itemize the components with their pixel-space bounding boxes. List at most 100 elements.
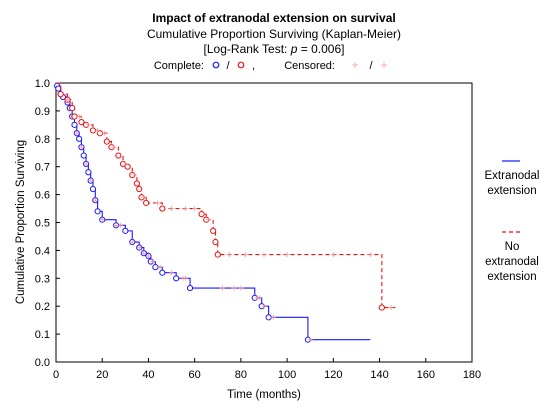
- censored-marker: [118, 222, 124, 228]
- censored-marker: [95, 127, 101, 133]
- x-tick-label: 180: [463, 369, 481, 381]
- event-marker: [133, 180, 140, 187]
- event-marker: [136, 185, 143, 193]
- censored-marker: [129, 239, 135, 245]
- x-tick-label: 100: [278, 369, 296, 381]
- test-suffix: = 0.006]: [297, 42, 344, 56]
- censored-marker: [182, 275, 188, 281]
- censored-marker: [150, 259, 156, 265]
- x-tick-label: 160: [417, 369, 435, 381]
- series-no-extranodal: [56, 82, 399, 311]
- y-axis-label: Cumulative Proportion Surviving: [15, 140, 27, 304]
- x-tick-label: 140: [370, 369, 388, 381]
- censored-marker: [182, 206, 188, 212]
- censored-marker: [307, 337, 313, 343]
- censored-marker: [206, 217, 212, 223]
- censored-marker: [102, 130, 108, 136]
- legend-complete-label: Complete:: [154, 60, 204, 72]
- test-prefix: [Log-Rank Test:: [204, 42, 291, 56]
- censored-marker: [78, 144, 84, 150]
- x-axis: 0 20 40 60 80 100 120 140 160 180: [53, 358, 481, 381]
- legend-censored-label: Censored:: [284, 60, 335, 72]
- event-marker: [78, 118, 85, 126]
- censored-marker: [256, 295, 262, 301]
- y-tick-label: 0.5: [35, 218, 50, 230]
- censored-marker: [155, 200, 161, 206]
- censored-marker: [284, 252, 290, 258]
- y-axis: 0.0 0.1 0.2 0.3 0.4 0.5 0.6 0.7 0.8 0.9 1.0: [35, 78, 60, 369]
- event-marker: [89, 185, 97, 193]
- event-marker: [124, 163, 131, 170]
- x-tick-label: 60: [189, 369, 201, 381]
- censored-marker: [74, 130, 80, 136]
- censored-marker: [122, 161, 128, 167]
- censored-marker: [113, 222, 119, 228]
- event-marker: [71, 113, 78, 120]
- x-tick-label: 80: [235, 369, 247, 381]
- censored-marker: [136, 245, 142, 251]
- legend-censored-blue-plus: [352, 62, 358, 68]
- censored-marker: [192, 206, 198, 212]
- plot-frame: [55, 82, 473, 363]
- y-tick-label: 0.6: [35, 190, 50, 202]
- censored-marker: [270, 314, 276, 320]
- test-p: p: [290, 42, 298, 56]
- legend-complete-slash: /: [226, 60, 230, 72]
- x-axis-label: Time (months): [227, 389, 301, 401]
- log-rank-test-label: [Log-Rank Test: p = 0.006]: [204, 42, 345, 56]
- y-tick-label: 0.2: [35, 301, 50, 313]
- event-marker: [71, 121, 78, 128]
- top-legend: Complete: / , Censored: /: [154, 60, 387, 72]
- censored-marker: [169, 270, 175, 276]
- event-marker: [159, 269, 166, 276]
- event-marker: [214, 251, 221, 258]
- censored-marker: [157, 264, 163, 270]
- y-tick-label: 0.8: [35, 134, 50, 146]
- censored-marker: [169, 206, 175, 212]
- event-marker: [159, 205, 166, 212]
- x-tick-label: 20: [96, 369, 108, 381]
- censored-marker: [238, 285, 244, 291]
- x-tick-label: 40: [142, 369, 154, 381]
- event-marker: [69, 105, 76, 112]
- legend-complete-comma: ,: [252, 60, 255, 72]
- event-marker: [173, 275, 180, 282]
- chart-title: Impact of extranodal extension on surviv…: [152, 11, 395, 25]
- censored-marker: [111, 144, 117, 150]
- event-marker: [115, 152, 122, 159]
- event-marker: [94, 208, 101, 215]
- series-extranodal: [54, 82, 371, 343]
- event-marker: [198, 211, 205, 218]
- censored-marker: [145, 253, 151, 259]
- censored-marker: [85, 122, 91, 128]
- censored-marker: [388, 305, 394, 311]
- censored-marker: [367, 252, 373, 258]
- censored-marker: [88, 178, 94, 184]
- event-marker: [103, 138, 110, 145]
- y-tick-label: 1.0: [35, 78, 50, 90]
- censored-marker: [92, 197, 98, 203]
- censored-marker: [76, 113, 82, 119]
- x-tick-label: 0: [53, 369, 59, 381]
- censored-marker: [261, 303, 267, 309]
- event-marker: [80, 152, 87, 159]
- y-tick-label: 0.3: [35, 273, 50, 285]
- censored-marker: [231, 285, 237, 291]
- right-legend: Extranodal extension No extranodal extensio…: [485, 160, 539, 283]
- event-marker: [96, 130, 104, 137]
- event-marker: [85, 169, 92, 176]
- legend-complete-blue-circle: [212, 61, 220, 69]
- event-marker: [122, 227, 129, 234]
- censored-marker: [226, 252, 232, 258]
- censored-marker: [219, 285, 225, 291]
- legend-censored-red-plus: [381, 62, 387, 68]
- censored-marker: [132, 172, 138, 178]
- censored-marker: [261, 252, 267, 258]
- event-marker: [152, 264, 159, 271]
- chart-subtitle: Cumulative Proportion Surviving (Kaplan-…: [147, 27, 401, 41]
- y-tick-label: 0.0: [35, 357, 50, 369]
- y-tick-label: 0.4: [35, 245, 50, 257]
- y-tick-label: 0.1: [35, 329, 50, 341]
- y-tick-label: 0.9: [35, 106, 50, 118]
